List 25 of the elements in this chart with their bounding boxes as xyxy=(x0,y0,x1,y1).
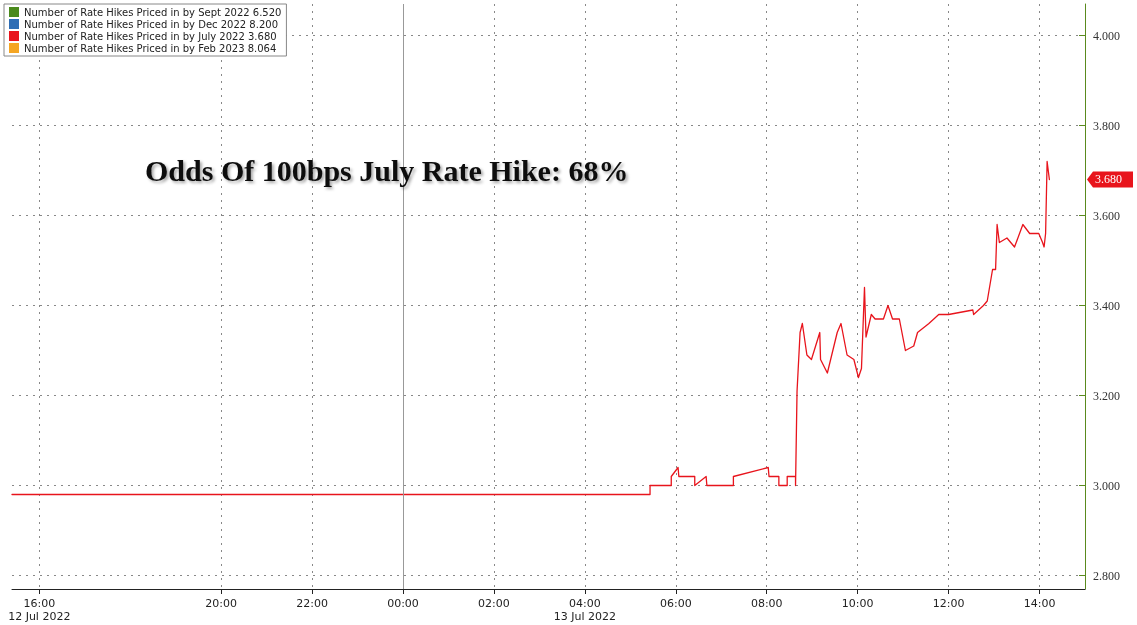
x-tick-label: 08:00 xyxy=(750,597,783,610)
legend-label: Number of Rate Hikes Priced in by Dec 2022 8.200 xyxy=(24,18,278,30)
x-tick-label: 20:00 xyxy=(205,597,237,610)
text: 3.680 xyxy=(1095,171,1122,186)
y-tick-label: 2.800 xyxy=(1093,568,1120,583)
y-tick-label: 3.400 xyxy=(1093,298,1120,313)
y-tick-label: 3.200 xyxy=(1093,388,1120,403)
text: Odds Of 100bps July Rate Hike: 68% xyxy=(145,153,629,187)
x-tick-label: 16:00 12 Jul 2022 xyxy=(8,597,71,623)
x-tick-label: 00:00 xyxy=(387,597,419,610)
x-tick-label: 02:00 xyxy=(478,597,510,610)
y-tick-label: 4.000 xyxy=(1093,28,1120,43)
y-tick-label: 3.600 xyxy=(1093,208,1120,223)
line-series xyxy=(11,160,1051,496)
x-tick-label: 04:00 13 Jul 2022 xyxy=(553,597,617,623)
legend-label: Number of Rate Hikes Priced in by Feb 2023 8.064 xyxy=(24,42,277,54)
y-tick-label: 3.000 xyxy=(1093,478,1120,493)
x-tick-label: 12:00 xyxy=(932,597,965,610)
legend-label: Number of Rate Hikes Priced in by Sept 2022 6.520 xyxy=(24,6,282,18)
x-tick-label: 06:00 xyxy=(659,597,692,610)
x-tick-label: 22:00 xyxy=(296,597,328,610)
y-tick-label: 3.800 xyxy=(1093,118,1120,133)
x-tick-label: 10:00 xyxy=(841,597,874,610)
legend-label: Number of Rate Hikes Priced in by July 2022 3.680 xyxy=(24,30,277,42)
x-tick-label: 14:00 xyxy=(1023,597,1056,610)
